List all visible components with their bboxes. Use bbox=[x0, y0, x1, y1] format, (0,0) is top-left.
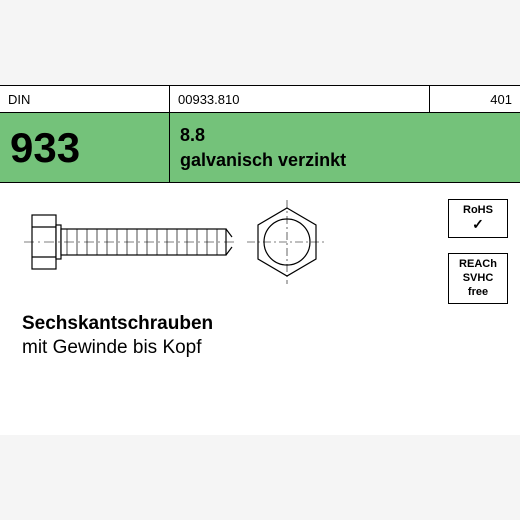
check-icon: ✓ bbox=[449, 216, 507, 233]
spec-row: 933 8.8 galvanisch verzinkt bbox=[0, 113, 520, 183]
standard-label: DIN bbox=[0, 86, 170, 112]
article-code: 00933.810 bbox=[170, 86, 430, 112]
bolt-drawing bbox=[22, 197, 332, 297]
right-code: 401 bbox=[430, 86, 520, 112]
reach-badge: REACh SVHC free bbox=[448, 253, 508, 304]
reach-line1: REACh bbox=[449, 258, 507, 272]
rohs-badge: RoHS ✓ bbox=[448, 199, 508, 238]
reach-line3: free bbox=[449, 286, 507, 300]
spec-props: 8.8 galvanisch verzinkt bbox=[170, 113, 520, 182]
description-line2: mit Gewinde bis Kopf bbox=[22, 337, 213, 359]
finish: galvanisch verzinkt bbox=[180, 150, 510, 171]
grade: 8.8 bbox=[180, 125, 510, 146]
header-row: DIN 00933.810 401 bbox=[0, 85, 520, 113]
content-area: Sechskantschrauben mit Gewinde bis Kopf … bbox=[0, 183, 520, 433]
description-line1: Sechskantschrauben bbox=[22, 313, 213, 335]
product-datasheet-card: DIN 00933.810 401 933 8.8 galvanisch ver… bbox=[0, 85, 520, 435]
standard-number: 933 bbox=[0, 113, 170, 182]
rohs-label: RoHS bbox=[449, 204, 507, 216]
reach-line2: SVHC bbox=[449, 272, 507, 286]
description: Sechskantschrauben mit Gewinde bis Kopf bbox=[22, 313, 213, 359]
